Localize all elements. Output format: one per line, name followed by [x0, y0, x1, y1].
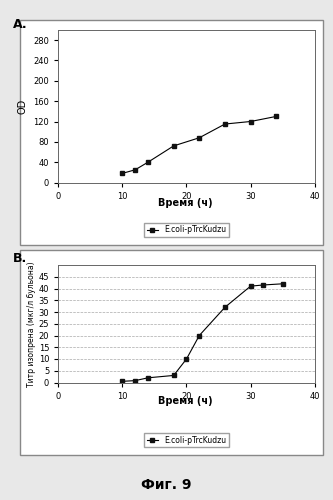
- Text: Время (ч): Время (ч): [158, 198, 212, 208]
- Y-axis label: Титр изопрена (мкг/л бульона): Титр изопрена (мкг/л бульона): [27, 261, 36, 386]
- Text: Время (ч): Время (ч): [158, 396, 212, 406]
- Text: B.: B.: [13, 252, 28, 266]
- Y-axis label: OD: OD: [18, 98, 28, 114]
- Text: A.: A.: [13, 18, 28, 30]
- Legend: E.coli-pTrcKudzu: E.coli-pTrcKudzu: [144, 223, 229, 236]
- Legend: E.coli-pTrcKudzu: E.coli-pTrcKudzu: [144, 433, 229, 447]
- Text: Фиг. 9: Фиг. 9: [141, 478, 192, 492]
